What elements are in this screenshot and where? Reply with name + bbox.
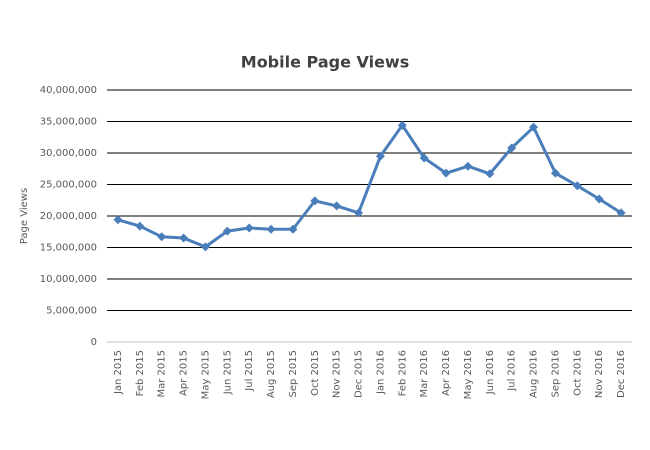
x-tick-label: Jun 2016 — [485, 350, 496, 395]
y-tick-label: 10,000,000 — [40, 274, 97, 285]
x-tick-label: Feb 2015 — [135, 350, 146, 396]
marker — [310, 196, 320, 206]
x-tick-label: Jun 2015 — [222, 350, 233, 395]
chart-title: Mobile Page Views — [241, 53, 409, 72]
x-tick-label: Jul 2015 — [244, 350, 255, 392]
y-tick-label: 35,000,000 — [40, 117, 97, 128]
y-tick-label: 15,000,000 — [40, 243, 97, 254]
x-tick-label: Aug 2015 — [266, 350, 277, 398]
x-tick-label: Jan 2015 — [113, 350, 124, 395]
x-tick-label: May 2016 — [463, 350, 474, 399]
x-tick-label: Mar 2015 — [157, 350, 168, 398]
x-tick-label: Sep 2016 — [550, 350, 561, 397]
x-tick-label: Oct 2015 — [310, 350, 321, 396]
marker — [222, 226, 232, 236]
y-tick-label: 20,000,000 — [40, 211, 97, 222]
marker — [419, 153, 429, 163]
series-line — [117, 123, 622, 249]
x-tick-label: Dec 2016 — [616, 350, 627, 398]
marker — [594, 194, 604, 204]
x-tick-label: Nov 2015 — [332, 350, 343, 398]
x-tick-label: Oct 2016 — [572, 350, 583, 396]
marker — [485, 169, 495, 179]
x-tick-label: Jul 2016 — [507, 350, 518, 392]
x-tick-label: Dec 2015 — [354, 350, 365, 398]
y-tick-label: 25,000,000 — [40, 180, 97, 191]
x-tick-label: Aug 2016 — [529, 350, 540, 398]
marker — [441, 168, 451, 178]
marker — [179, 233, 189, 243]
y-tick-label: 0 — [91, 337, 97, 348]
marker — [616, 208, 626, 218]
marker — [507, 143, 517, 153]
marker — [288, 224, 298, 234]
x-tick-label: Mar 2016 — [419, 350, 430, 398]
x-tick-label: May 2015 — [200, 350, 211, 399]
y-tick-label: 40,000,000 — [40, 85, 97, 96]
marker — [397, 120, 407, 130]
marker — [157, 232, 167, 242]
marker — [375, 151, 385, 161]
marker — [266, 224, 276, 234]
x-tick-label: Apr 2015 — [179, 350, 190, 396]
marker — [550, 168, 560, 178]
x-tick-label: Apr 2016 — [441, 350, 452, 396]
marker — [354, 208, 364, 218]
x-tick-label: Feb 2016 — [397, 350, 408, 396]
marker — [113, 215, 123, 225]
x-tick-label: Sep 2015 — [288, 350, 299, 397]
marker — [529, 122, 539, 132]
x-tick-label: Jan 2016 — [375, 350, 386, 395]
y-tick-label: 30,000,000 — [40, 148, 97, 159]
x-tick-label: Nov 2016 — [594, 350, 605, 398]
marker — [244, 223, 254, 233]
marker — [332, 201, 342, 211]
marker — [463, 161, 473, 171]
marker — [200, 242, 210, 252]
marker — [572, 181, 582, 191]
y-tick-label: 5,000,000 — [46, 306, 97, 317]
marker — [135, 221, 145, 231]
y-axis-label: Page Views — [19, 188, 30, 244]
